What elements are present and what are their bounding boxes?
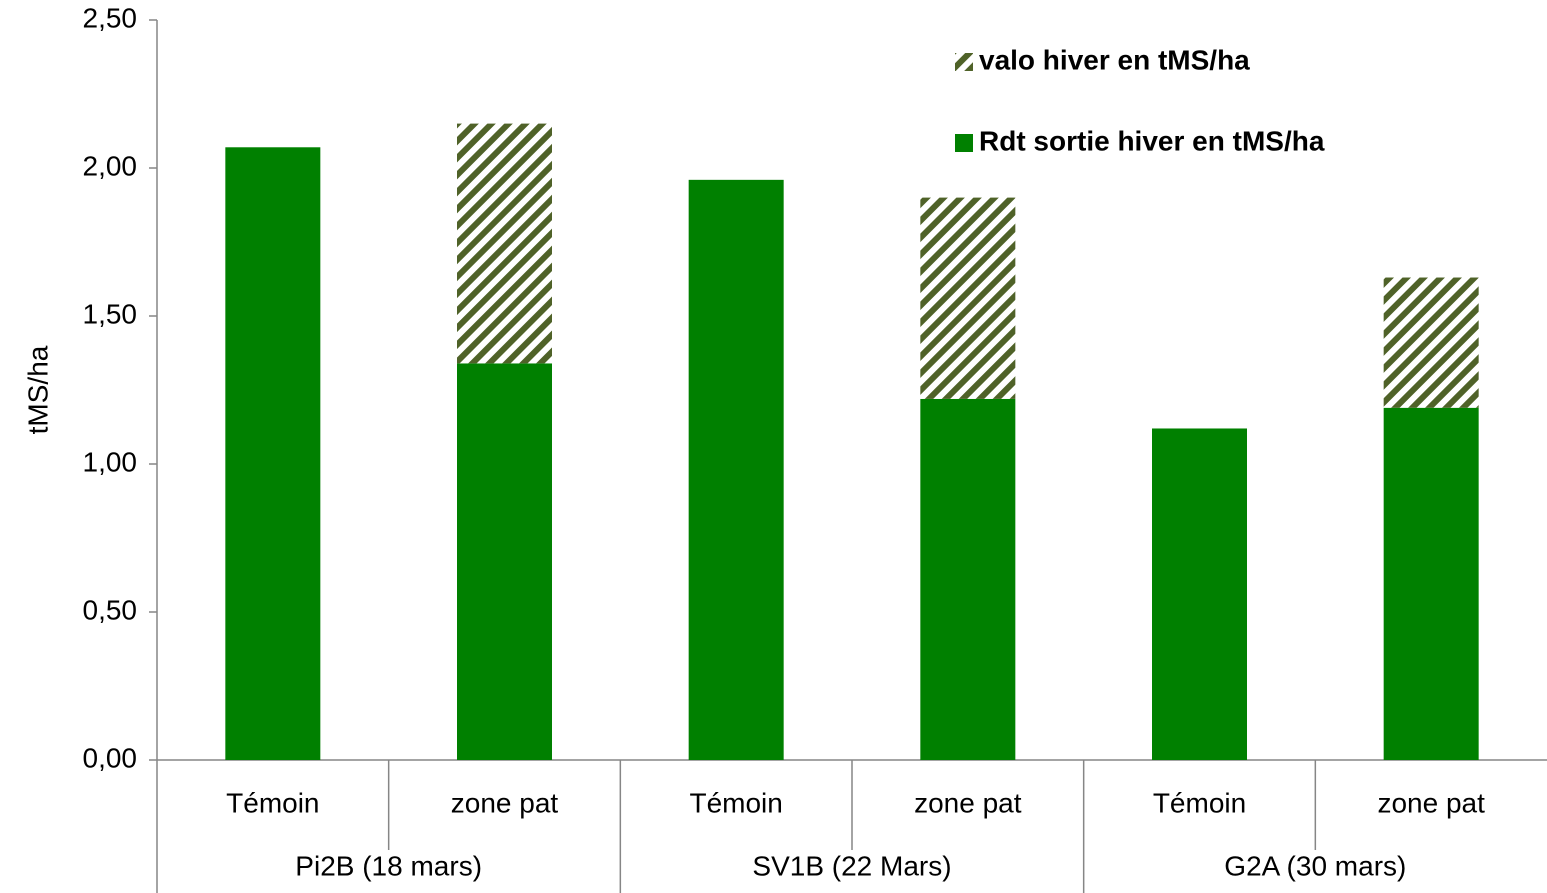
x-tick-label: zone pat	[1377, 787, 1485, 818]
bar-segment	[688, 179, 784, 761]
bar-segment	[1383, 277, 1479, 408]
bar-segment	[225, 147, 321, 760]
legend-label: valo hiver en tMS/ha	[979, 44, 1250, 75]
group-label: G2A (30 mars)	[1224, 850, 1406, 881]
legend-swatch	[955, 134, 973, 152]
bar-segment	[920, 197, 1016, 399]
legend-swatch	[955, 53, 973, 71]
group-label: SV1B (22 Mars)	[752, 850, 951, 881]
y-tick-label: 1,00	[83, 446, 138, 477]
y-axis-label: tMS/ha	[22, 345, 53, 434]
legend-label: Rdt sortie hiver en tMS/ha	[979, 125, 1325, 156]
y-tick-label: 2,50	[83, 2, 138, 33]
y-tick-label: 0,00	[83, 742, 138, 773]
bar-segment	[920, 398, 1016, 760]
y-tick-label: 1,50	[83, 298, 138, 329]
x-tick-label: Témoin	[689, 787, 782, 818]
x-tick-label: zone pat	[451, 787, 559, 818]
x-tick-label: zone pat	[914, 787, 1022, 818]
x-tick-label: Témoin	[226, 787, 319, 818]
bar-segment	[1152, 428, 1247, 760]
bar-segment	[457, 363, 552, 760]
y-tick-label: 0,50	[83, 594, 138, 625]
bar-segment	[457, 123, 552, 364]
group-label: Pi2B (18 mars)	[295, 850, 482, 881]
bar-segment	[1383, 407, 1479, 760]
x-tick-label: Témoin	[1153, 787, 1246, 818]
y-tick-label: 2,00	[83, 150, 138, 181]
